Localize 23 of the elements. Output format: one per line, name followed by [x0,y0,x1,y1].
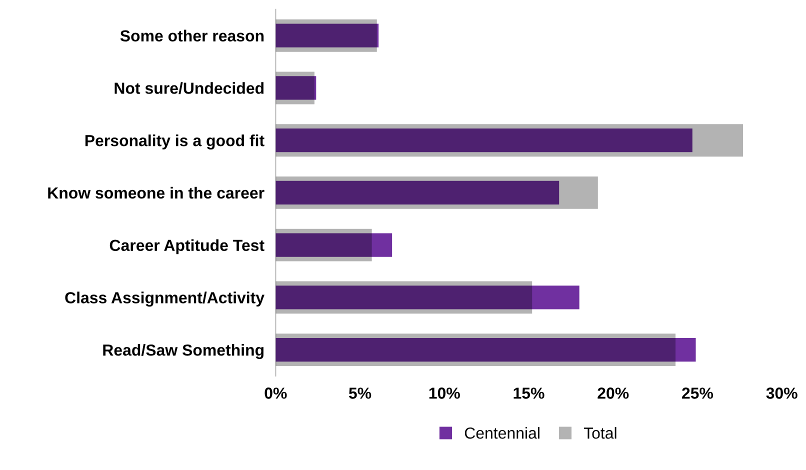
x-tick-label: 15% [514,388,544,399]
x-tick-label: 30% [766,388,798,399]
x-tick-label: 0% [264,388,287,399]
y-tick-label: Know someone in the career [48,186,264,199]
x-tick-label: 10% [429,388,460,399]
y-tick-label: Some other reason [120,30,264,42]
x-tick-label: 20% [598,388,629,399]
bar [276,233,392,257]
bar [276,180,560,204]
legend-label: Total [584,427,616,439]
bar [276,128,692,152]
y-tick-label: Class Assignment/Activity [65,292,264,307]
y-tick-label: Not sure/Undecided [114,82,264,94]
y-tick-label: Read/Saw Something [103,344,264,359]
bar [276,76,316,100]
y-tick-label: Personality is a good fit [85,134,264,150]
bar [276,338,696,362]
legend-label: Centennial [464,427,540,439]
x-tick-label: 25% [682,388,714,399]
x-tick-label: 5% [348,388,372,399]
bar [276,286,580,310]
y-tick-label: Career Aptitude Test [110,239,264,254]
bar [276,24,379,48]
